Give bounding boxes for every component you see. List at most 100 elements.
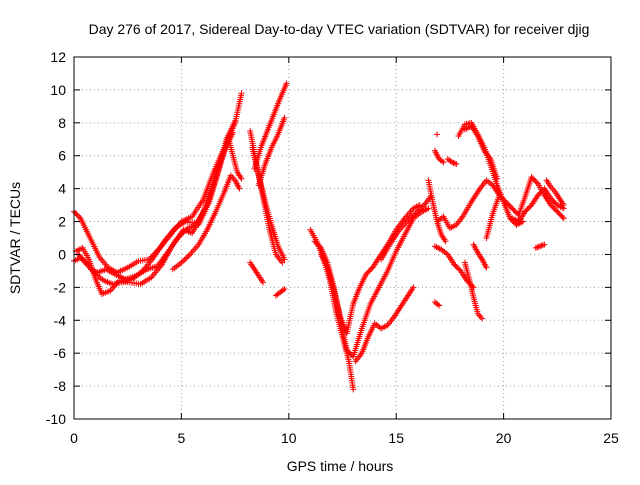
data-point	[551, 206, 558, 213]
y-tick-label: 2	[58, 214, 66, 230]
data-point	[500, 196, 507, 203]
series-20	[431, 147, 447, 166]
data-point	[534, 244, 541, 251]
data-point	[504, 200, 511, 207]
data-point	[425, 205, 432, 212]
data-point	[538, 242, 545, 249]
data-point	[449, 159, 456, 166]
data-point	[410, 284, 417, 291]
data-point	[72, 209, 79, 216]
series-17	[425, 177, 449, 245]
data-point	[238, 90, 245, 97]
data-point	[513, 209, 520, 216]
data-point	[343, 346, 350, 353]
data-point	[179, 230, 186, 237]
data-point	[531, 176, 538, 183]
data-point	[522, 208, 529, 215]
data-point	[439, 158, 446, 165]
data-point	[182, 255, 189, 262]
data-point	[501, 197, 508, 204]
data-point	[418, 204, 425, 211]
series-13	[311, 205, 432, 360]
data-point	[547, 195, 554, 202]
data-point	[558, 212, 565, 219]
data-point	[229, 129, 236, 136]
data-point	[523, 207, 530, 214]
series-4	[169, 172, 243, 273]
series-9	[255, 114, 288, 189]
y-axis-label: SDTVAR / TECUs	[7, 182, 23, 294]
data-point	[279, 259, 286, 266]
data-point	[79, 255, 86, 262]
data-point	[347, 350, 354, 357]
x-axis-label: GPS time / hours	[287, 458, 394, 474]
series-16	[378, 193, 434, 263]
data-point	[181, 227, 188, 234]
data-point	[560, 215, 567, 222]
series-10	[247, 259, 267, 286]
data-point	[409, 213, 416, 220]
series-31	[434, 131, 441, 138]
y-tick-label: 4	[58, 181, 66, 197]
data-point	[496, 192, 503, 199]
data-point	[507, 204, 514, 211]
data-point	[315, 242, 322, 249]
data-point	[363, 271, 370, 278]
data-point	[532, 178, 539, 185]
data-point	[419, 203, 426, 210]
data-point	[553, 207, 560, 214]
data-point	[483, 264, 490, 271]
data-point	[350, 386, 357, 393]
data-point	[176, 233, 183, 240]
data-point	[554, 208, 561, 215]
data-point	[453, 160, 460, 167]
data-point	[408, 214, 415, 221]
data-point	[538, 188, 545, 195]
data-point	[364, 269, 371, 276]
data-point	[346, 349, 353, 356]
data-point	[555, 209, 562, 216]
data-point	[281, 114, 288, 121]
data-point	[411, 211, 418, 218]
data-point	[505, 201, 512, 208]
y-tick-label: -10	[46, 411, 66, 427]
data-point	[556, 211, 563, 218]
data-point	[525, 204, 532, 211]
series-3	[75, 132, 232, 283]
series-12	[307, 226, 357, 393]
data-point	[314, 240, 321, 247]
data-point	[185, 252, 192, 259]
data-point	[452, 262, 459, 269]
y-tick-label: -8	[54, 378, 67, 394]
data-point	[345, 348, 352, 355]
data-point	[177, 231, 184, 238]
data-point	[450, 159, 457, 166]
data-point	[412, 210, 419, 217]
data-point	[451, 160, 458, 167]
series-29	[543, 177, 567, 209]
data-point	[183, 226, 190, 233]
data-point	[184, 254, 191, 261]
data-point	[77, 254, 84, 261]
data-point	[178, 259, 185, 266]
series-19	[434, 177, 503, 232]
grid	[74, 57, 611, 419]
data-point	[524, 206, 531, 213]
data-point	[281, 286, 288, 293]
data-point	[280, 287, 287, 294]
data-point	[528, 174, 535, 181]
data-point	[547, 202, 554, 209]
data-point	[74, 212, 81, 219]
y-tick-label: -2	[54, 279, 67, 295]
data-point	[260, 279, 267, 286]
data-point	[406, 215, 413, 222]
data-point	[413, 208, 420, 215]
data-point	[536, 190, 543, 197]
data-point	[403, 218, 410, 225]
series-5	[225, 136, 245, 182]
data-point	[537, 243, 544, 250]
data-point	[550, 198, 557, 205]
chart-title: Day 276 of 2017, Sidereal Day-to-day VTE…	[89, 21, 590, 37]
data-point	[506, 202, 513, 209]
